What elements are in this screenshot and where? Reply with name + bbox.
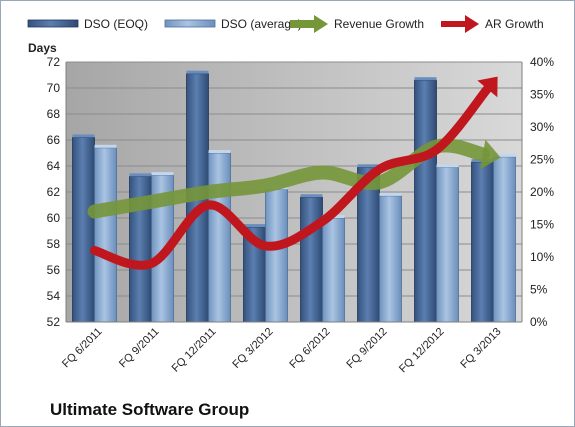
y2-tick-label: 10% (530, 250, 554, 264)
y-tick-label: 72 (47, 55, 61, 69)
x-tick-label: FQ 12/2011 (170, 326, 219, 375)
y2-tick-label: 0% (530, 315, 548, 329)
y2-tick-label: 35% (530, 88, 554, 102)
y-tick-label: 56 (47, 263, 61, 277)
bar-top-dso-eoq (300, 194, 323, 198)
bar-top-dso-eoq (72, 134, 95, 138)
bar-dso-average (379, 195, 402, 323)
bar-dso-eoq (300, 196, 323, 323)
y-tick-label: 70 (47, 81, 61, 95)
bar-top-dso-average (208, 150, 231, 153)
bar-dso-average (436, 166, 459, 323)
y-tick-label: 60 (47, 211, 61, 225)
bar-top-dso-eoq (357, 164, 380, 168)
legend-swatch (164, 19, 216, 28)
legend-arrow-icon (465, 15, 479, 33)
x-tick-label: FQ 3/2013 (458, 326, 503, 371)
x-tick-label: FQ 6/2011 (60, 326, 105, 371)
bar-top-dso-average (94, 144, 117, 148)
bar-dso-average (493, 156, 516, 323)
y-tick-label: 62 (47, 185, 61, 199)
x-tick-label: FQ 6/2012 (287, 326, 332, 371)
bar-dso-eoq (414, 79, 437, 323)
y2-tick-label: 5% (530, 283, 548, 297)
y-tick-label: 52 (47, 315, 61, 329)
y-tick-label: 54 (47, 289, 61, 303)
legend-label: DSO (EOQ) (84, 17, 148, 31)
arrowhead-ar-growth (477, 76, 498, 98)
bar-dso-eoq (72, 136, 95, 323)
bar-dso-average (265, 188, 288, 323)
bar-top-dso-eoq (186, 70, 209, 74)
legend-swatch (27, 19, 79, 28)
bar-dso-average (94, 147, 117, 323)
bar-top-dso-eoq (414, 77, 437, 81)
bar-top-dso-average (436, 164, 459, 168)
x-tick-label: FQ 3/2012 (230, 326, 275, 371)
y-axis-title: Days (28, 41, 57, 55)
bar-top-dso-eoq (129, 173, 152, 177)
y2-tick-label: 15% (530, 218, 554, 232)
bar-dso-average (208, 152, 231, 323)
y-tick-label: 68 (47, 107, 61, 121)
bar-top-dso-average (151, 172, 174, 176)
legend-arrow-icon (314, 15, 328, 33)
legend-label: Revenue Growth (334, 17, 424, 31)
bar-top-dso-average (493, 153, 516, 157)
y-tick-label: 66 (47, 133, 61, 147)
x-tick-label: FQ 9/2011 (117, 326, 162, 371)
y2-tick-label: 20% (530, 185, 554, 199)
series-line-ar-growth (90, 84, 492, 270)
legend-label: AR Growth (485, 17, 544, 31)
y-tick-label: 58 (47, 237, 61, 251)
y2-tick-label: 25% (530, 153, 554, 167)
y2-tick-label: 30% (530, 120, 554, 134)
x-tick-label: FQ 12/2012 (397, 326, 447, 376)
x-tick-label: FQ 9/2012 (344, 326, 389, 371)
arrowhead-revenue-growth (480, 139, 501, 170)
y2-tick-label: 40% (530, 55, 554, 69)
bar-dso-eoq (471, 161, 494, 323)
bar-top-dso-average (379, 192, 402, 196)
y-tick-label: 64 (47, 159, 61, 173)
legend-label: DSO (average) (221, 17, 302, 31)
bar-top-dso-eoq (243, 224, 266, 228)
bar-dso-average (322, 217, 345, 323)
chart-title: Ultimate Software Group (50, 400, 249, 419)
